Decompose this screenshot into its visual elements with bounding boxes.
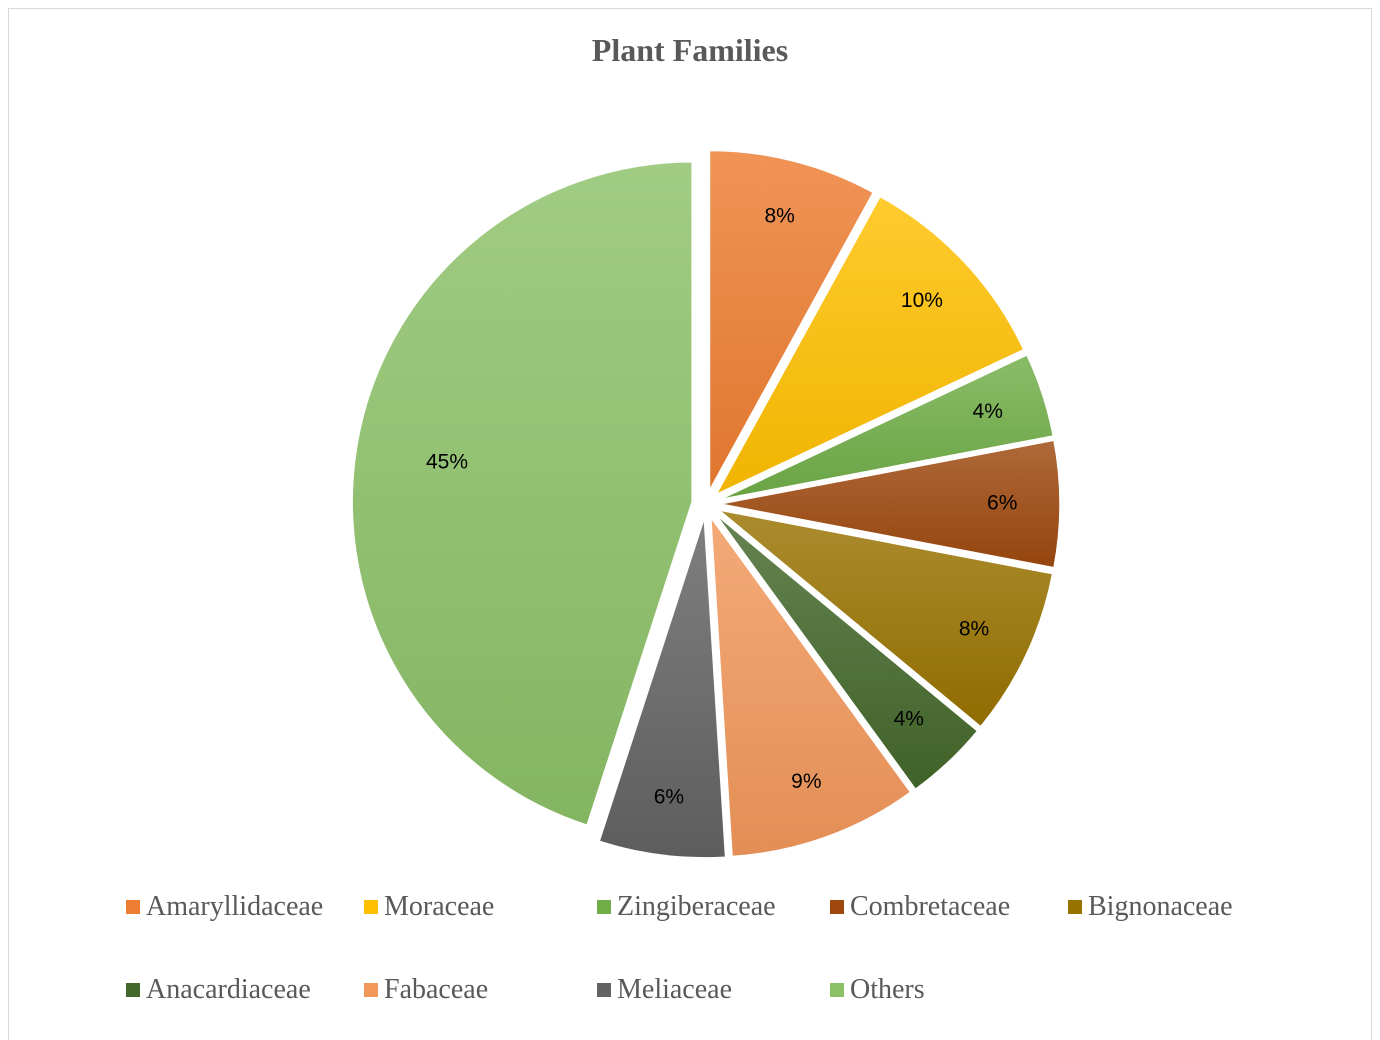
data-label-zingiberaceae: 4% [973,400,1003,423]
data-label-combretaceae: 6% [987,492,1017,515]
pie-slice-bignonaceae [718,509,1054,728]
legend-swatch [1068,900,1082,914]
legend-item-combretaceae: Combretaceae [830,891,1010,923]
legend-swatch [597,983,611,997]
pie-slice-others [351,161,693,827]
legend-swatch [364,900,378,914]
legend-label: Fabaceae [384,974,489,1005]
chart-title: Plant Families [591,32,789,68]
legend-item-fabaceae: Fabaceae [364,974,488,1006]
data-label-anacardiaceae: 4% [894,707,924,730]
legend-label: Anacardiaceae [146,974,311,1005]
legend-label: Amaryllidaceae [146,891,324,922]
legend-item-bignonaceae: Bignonaceae [1068,891,1233,923]
pie-slice-zingiberaceae [718,353,1055,501]
legend-label: Zingiberaceae [617,891,776,922]
legend-item-moraceae: Moraceae [364,891,494,923]
pie-slice-anacardiaceae [714,513,979,791]
data-label-bignonaceae: 8% [959,618,989,641]
legend-item-amaryllidaceae: Amaryllidaceae [126,891,323,923]
pie-slice-moraceae [714,195,1025,497]
data-label-fabaceae: 9% [791,770,821,793]
legend-swatch [126,983,140,997]
legend-swatch [830,983,844,997]
legend-label: Combretaceae [850,891,1011,922]
legend-item-meliaceae: Meliaceae [597,974,732,1006]
data-label-amaryllidaceae: 8% [764,205,794,228]
data-label-meliaceae: 6% [654,785,684,808]
legend-item-zingiberaceae: Zingiberaceae [597,891,776,923]
data-label-others: 45% [426,451,468,474]
legend-label: Meliaceae [617,974,733,1005]
pie-slice-fabaceae [709,514,912,858]
legend-label: Others [850,974,925,1005]
legend-label: Moraceae [384,891,495,922]
legend-swatch [597,900,611,914]
data-label-moraceae: 10% [901,289,943,312]
pie-slice-combretaceae [719,439,1061,569]
pie-slice-amaryllidaceae [708,149,875,491]
legend-label: Bignonaceae [1088,891,1233,922]
legend-swatch [830,900,844,914]
legend-swatch [364,983,378,997]
legend-item-others: Others [830,974,925,1006]
pie-slice-meliaceae [598,517,727,859]
legend-item-anacardiaceae: Anacardiaceae [126,974,311,1006]
legend-swatch [126,900,140,914]
